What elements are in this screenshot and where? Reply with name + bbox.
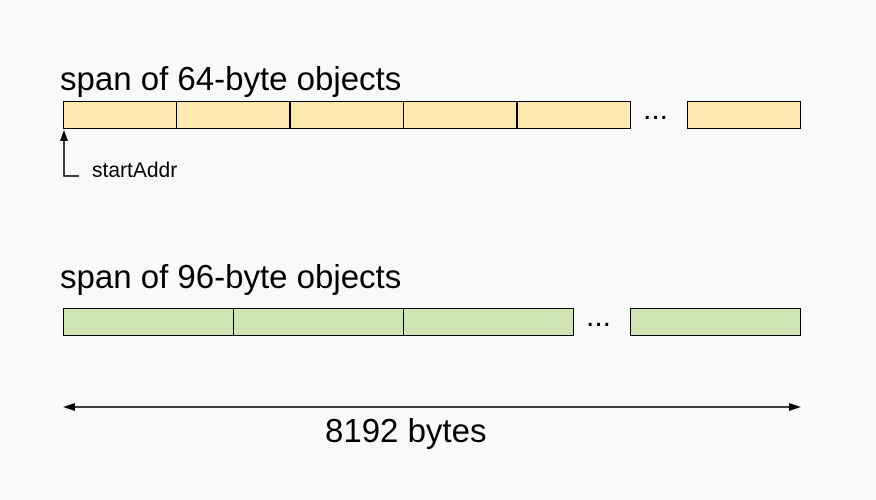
span-96-title: span of 96-byte objects [60,258,402,295]
span-64-object-last [687,101,801,129]
start-addr-label: startAddr [92,159,178,182]
span-size-arrow [63,403,801,411]
span-64-bar: ... [63,95,801,129]
span-size-label: 8192 bytes [325,412,487,449]
span-64-title: span of 64-byte objects [60,60,402,97]
span-96-object-last [630,308,801,336]
span-64-object [63,101,177,129]
span-96-object [403,308,574,336]
span-64-object [403,101,517,129]
span-64-object [176,101,290,129]
span-96-object [233,308,404,336]
span-64-ellipsis: ... [643,93,669,126]
span-96-ellipsis: ... [586,300,612,333]
span-96-bar: ... [63,302,801,336]
start-addr-arrow [60,130,79,177]
span-64-object [517,101,631,129]
span-96-object [63,308,234,336]
span-64-object [290,101,404,129]
